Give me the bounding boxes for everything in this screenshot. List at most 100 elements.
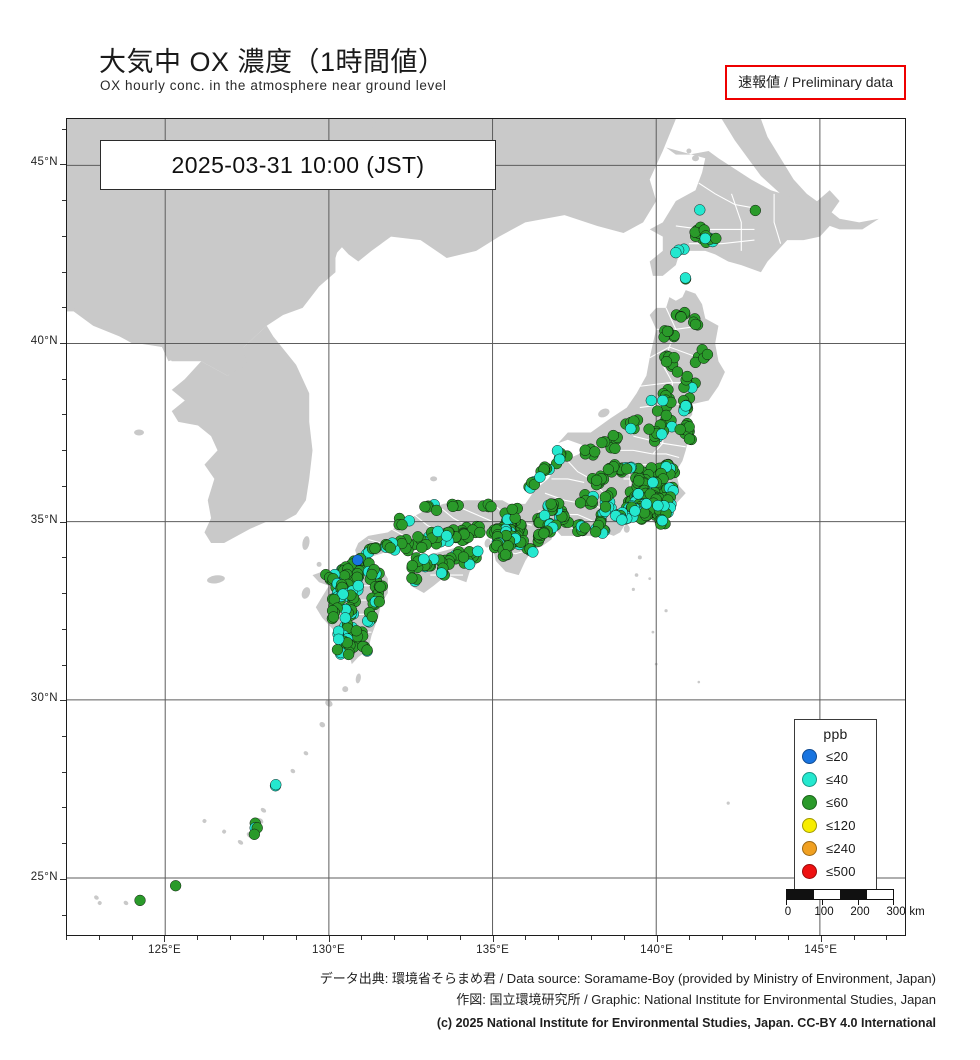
station-marker[interactable] (602, 463, 614, 475)
station-marker[interactable] (527, 546, 539, 558)
station-marker[interactable] (660, 356, 673, 368)
station-marker[interactable] (579, 444, 591, 456)
station-marker[interactable] (749, 204, 761, 217)
station-marker[interactable] (629, 505, 641, 517)
station-marker[interactable] (616, 514, 628, 526)
x-axis-tick (820, 936, 822, 942)
x-axis-minor-tick (558, 936, 560, 940)
station-marker[interactable] (670, 247, 682, 259)
station-marker[interactable] (506, 503, 518, 515)
station-marker[interactable] (579, 522, 591, 534)
station-marker[interactable] (331, 644, 344, 656)
station-marker[interactable] (435, 567, 448, 579)
station-marker[interactable] (339, 612, 351, 624)
y-axis-minor-tick (62, 235, 66, 237)
station-marker[interactable] (656, 515, 668, 527)
station-marker[interactable] (366, 610, 378, 623)
station-marker[interactable] (683, 433, 696, 445)
goto-islands (301, 587, 311, 599)
station-marker[interactable] (652, 500, 664, 512)
station-marker[interactable] (538, 527, 550, 539)
x-axis-minor-tick (98, 936, 100, 940)
station-marker[interactable] (660, 409, 672, 421)
station-marker[interactable] (432, 525, 444, 538)
station-marker[interactable] (270, 779, 282, 791)
y-axis-tick-label: 40°N (30, 335, 58, 348)
station-marker[interactable] (590, 526, 602, 538)
station-marker[interactable] (366, 568, 378, 581)
station-marker[interactable] (373, 596, 385, 608)
station-marker[interactable] (418, 553, 430, 565)
station-marker[interactable] (248, 828, 260, 840)
station-marker[interactable] (352, 580, 364, 592)
station-marker[interactable] (419, 501, 431, 513)
station-marker[interactable] (327, 611, 340, 623)
station-marker[interactable] (406, 559, 418, 572)
station-marker[interactable] (369, 542, 381, 555)
station-marker[interactable] (599, 501, 612, 513)
station-marker[interactable] (574, 497, 587, 509)
station-marker[interactable] (596, 436, 608, 449)
station-marker[interactable] (447, 500, 459, 513)
station-marker[interactable] (374, 581, 386, 593)
station-marker[interactable] (499, 549, 512, 561)
station-marker[interactable] (643, 423, 655, 435)
station-marker[interactable] (674, 423, 686, 436)
station-marker[interactable] (350, 625, 362, 637)
station-marker[interactable] (701, 348, 714, 361)
station-marker[interactable] (337, 588, 349, 600)
station-marker[interactable] (710, 232, 722, 245)
station-marker[interactable] (633, 475, 645, 487)
station-marker[interactable] (599, 491, 611, 503)
ryukyu-islet (222, 829, 227, 834)
station-marker[interactable] (657, 394, 669, 407)
station-marker[interactable] (656, 428, 668, 440)
station-marker[interactable] (675, 311, 687, 323)
station-marker[interactable] (671, 366, 684, 378)
station-marker[interactable] (589, 446, 601, 458)
station-marker[interactable] (534, 471, 546, 483)
station-marker[interactable] (406, 572, 418, 584)
station-marker[interactable] (396, 519, 408, 531)
station-marker[interactable] (361, 644, 373, 656)
station-marker[interactable] (694, 204, 706, 216)
station-marker[interactable] (545, 498, 557, 510)
station-marker[interactable] (661, 325, 674, 337)
station-marker[interactable] (430, 504, 443, 516)
station-marker[interactable] (680, 400, 692, 412)
station-marker[interactable] (416, 541, 428, 554)
station-marker[interactable] (640, 498, 653, 510)
station-marker[interactable] (689, 318, 702, 331)
station-marker[interactable] (645, 394, 657, 407)
station-marker[interactable] (134, 894, 146, 906)
x-axis-minor-tick (131, 936, 133, 940)
station-marker[interactable] (586, 495, 598, 507)
station-marker[interactable] (609, 442, 621, 455)
station-marker[interactable] (591, 474, 603, 486)
station-marker[interactable] (632, 488, 644, 500)
station-marker[interactable] (647, 476, 659, 489)
station-marker[interactable] (554, 453, 566, 465)
station-marker[interactable] (384, 542, 396, 554)
station-marker[interactable] (472, 545, 484, 557)
station-marker[interactable] (464, 558, 476, 571)
station-marker[interactable] (343, 648, 355, 661)
station-marker[interactable] (485, 501, 497, 513)
scale-bar-labels: 0 100 200 300 km (785, 906, 926, 922)
station-marker[interactable] (352, 554, 364, 566)
station-marker[interactable] (412, 531, 424, 543)
station-marker[interactable] (441, 530, 453, 542)
map-plot-area[interactable] (66, 118, 906, 936)
station-marker[interactable] (679, 272, 692, 284)
station-marker[interactable] (625, 423, 637, 435)
station-marker[interactable] (474, 526, 486, 539)
y-axis-tick-label: 35°N (30, 513, 58, 526)
station-marker[interactable] (457, 551, 470, 563)
station-marker[interactable] (689, 226, 701, 238)
station-marker[interactable] (621, 463, 633, 475)
station-marker[interactable] (681, 370, 693, 383)
station-marker[interactable] (333, 633, 345, 645)
station-marker[interactable] (699, 232, 711, 245)
station-marker[interactable] (607, 429, 619, 442)
station-marker[interactable] (170, 880, 182, 892)
